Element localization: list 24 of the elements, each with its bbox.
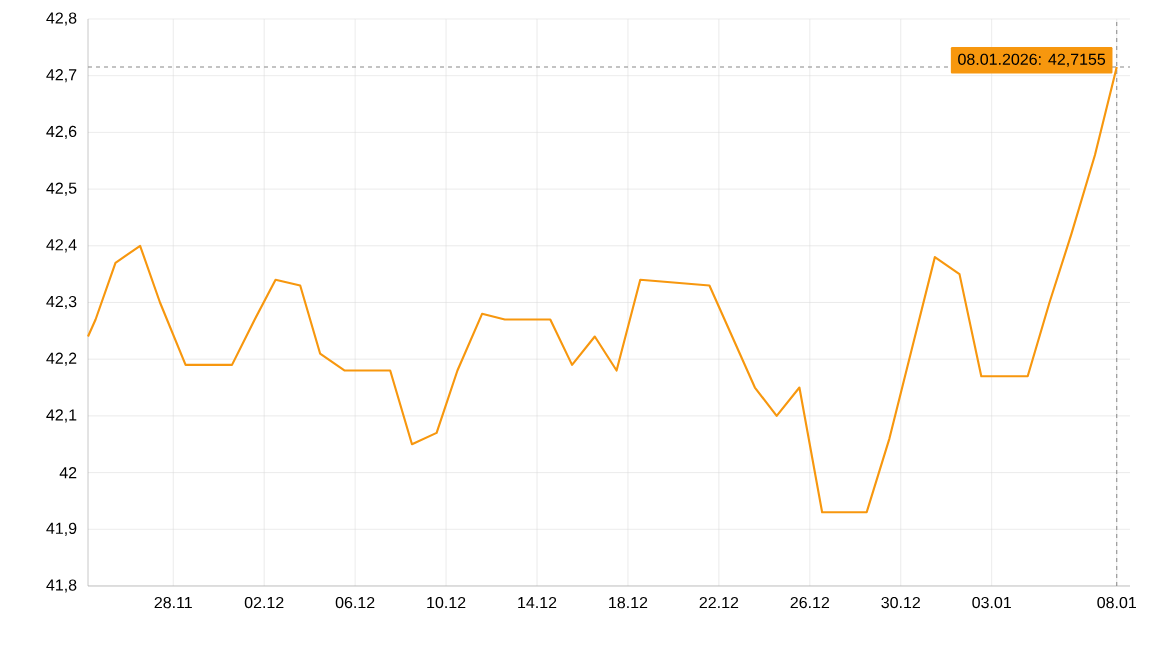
x-tick-label: 10.12: [427, 596, 466, 609]
annotation: 08.01.2026: 42,7155: [958, 53, 1106, 67]
y-tick-label: 42,8: [46, 12, 77, 26]
y-tick-label: 42,5: [46, 182, 77, 196]
x-tick-label: 06.12: [335, 596, 375, 609]
x-tick-label: 14.12: [518, 596, 557, 609]
x-tick-label: 18.12: [609, 596, 648, 609]
x-tick-label: 02.12: [244, 596, 284, 609]
y-tick-label: 41,8: [46, 579, 77, 593]
x-tick-label: 28.11: [154, 596, 192, 609]
y-tick-label: 42,6: [46, 125, 77, 139]
x-tick-label: 22.12: [699, 596, 739, 609]
y-tick-label: 42,4: [46, 239, 77, 253]
x-tick-label: 26.12: [790, 596, 830, 609]
line-series: [86, 65, 1118, 514]
x-tick-label: 03.01: [972, 596, 1011, 609]
x-tick-label: 30.12: [881, 596, 920, 609]
y-tick-label: 42,3: [46, 295, 77, 310]
y-tick-label: 42,7: [46, 69, 77, 83]
x-tick-label: 08.01: [1097, 596, 1136, 609]
y-tick-label: 42: [59, 467, 77, 479]
y-tick-label: 42,1: [46, 409, 77, 423]
y-tick-label: 41,9: [46, 522, 77, 536]
y-tick-label: 42,2: [46, 352, 77, 366]
